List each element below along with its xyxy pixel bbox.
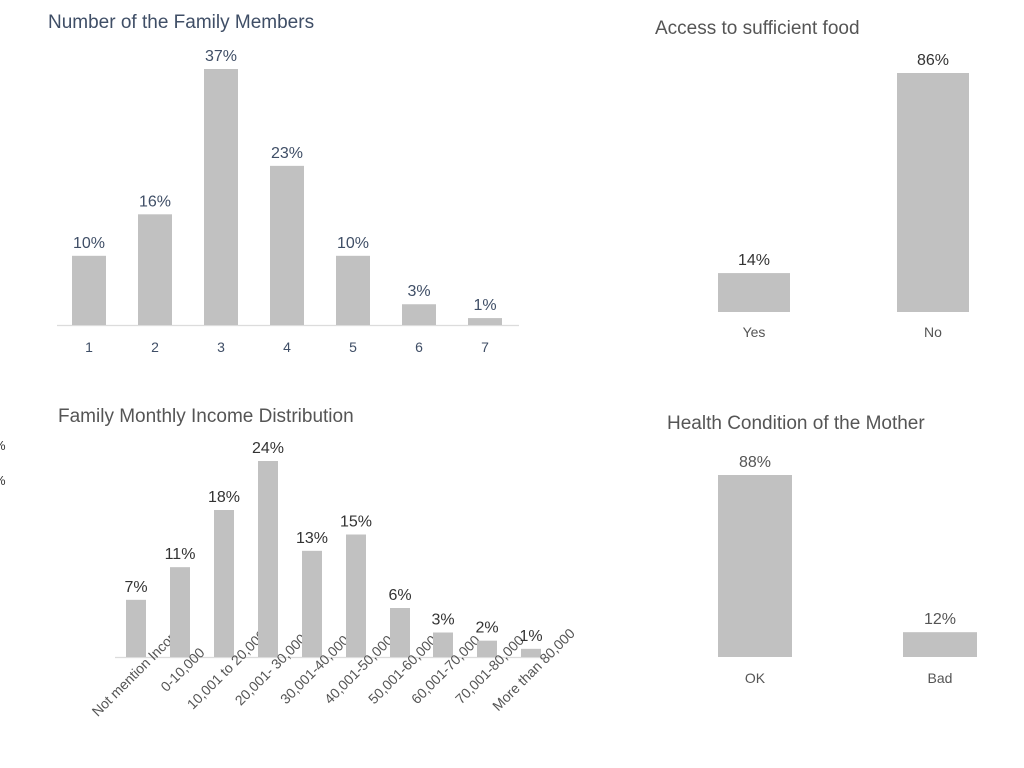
data-label-no: 86% [917, 52, 949, 69]
bar-not-mention-income [126, 599, 146, 657]
bar-50-001-60-000 [390, 608, 410, 657]
bar-6 [402, 304, 436, 325]
bar-40-001-50-000 [346, 534, 366, 657]
tick-label-1: 1 [85, 339, 93, 355]
data-label-2: 16% [139, 193, 171, 210]
chart-title-family-members: Number of the Family Members [48, 12, 315, 33]
data-label-4: 23% [271, 145, 303, 162]
bar-0-10-000 [170, 567, 190, 657]
data-label-60-001-70-000: 3% [431, 612, 454, 629]
data-label-70-001-80-000: 2% [475, 620, 498, 637]
tick-label-bad: Bad [928, 670, 953, 686]
bar-10-001-to-20-000 [214, 510, 234, 657]
bar-yes [718, 273, 790, 312]
bar-4 [270, 165, 304, 325]
chart-title-income-distribution: Family Monthly Income Distribution [58, 406, 354, 427]
bar-ok [718, 475, 792, 657]
tick-label-5: 5 [349, 339, 357, 355]
bar-30-001-40-000 [302, 550, 322, 657]
bar-more-than-80-000 [521, 648, 541, 657]
chart-title-food-access: Access to sufficient food [655, 18, 860, 39]
bar-3 [204, 69, 238, 325]
stray-percent-label-2: % [0, 473, 6, 488]
data-label-7: 1% [473, 297, 496, 314]
tick-label-4: 4 [283, 339, 291, 355]
data-label-3: 37% [205, 48, 237, 65]
data-label-10-001-to-20-000: 18% [208, 489, 240, 506]
tick-label-no: No [924, 324, 942, 340]
tick-label-6: 6 [415, 339, 423, 355]
data-label-0-10-000: 11% [165, 546, 196, 563]
bar-7 [468, 318, 502, 325]
bar-bad [903, 632, 977, 657]
tick-label-7: 7 [481, 339, 489, 355]
tick-label-yes: Yes [743, 324, 766, 340]
bar-20-001-30-000 [258, 461, 278, 657]
chart-title-mother-health: Health Condition of the Mother [667, 413, 925, 434]
tick-label-2: 2 [151, 339, 159, 355]
data-label-bad: 12% [924, 611, 956, 628]
data-label-50-001-60-000: 6% [388, 587, 411, 604]
data-label-not-mention-income: 7% [124, 579, 147, 596]
data-label-6: 3% [407, 283, 430, 300]
data-label-5: 10% [337, 235, 369, 252]
tick-label-3: 3 [217, 339, 225, 355]
data-label-40-001-50-000: 15% [340, 514, 372, 531]
tick-label-ok: OK [745, 670, 766, 686]
bar-2 [138, 214, 172, 325]
data-label-more-than-80-000: 1% [519, 628, 542, 645]
bar-1 [72, 255, 106, 325]
bar-5 [336, 255, 370, 325]
bar-60-001-70-000 [433, 632, 453, 657]
data-label-20-001-30-000: 24% [252, 440, 284, 457]
stray-percent-label-1: % [0, 438, 6, 453]
data-label-1: 10% [73, 235, 105, 252]
bar-70-001-80-000 [477, 640, 497, 657]
data-label-yes: 14% [738, 252, 770, 269]
bar-no [897, 73, 969, 312]
data-label-ok: 88% [739, 454, 771, 471]
data-label-30-001-40-000: 13% [296, 530, 328, 547]
